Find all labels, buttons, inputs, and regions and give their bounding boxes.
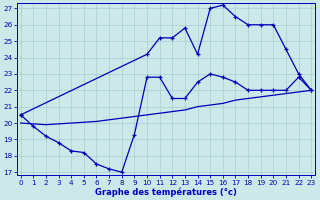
X-axis label: Graphe des températures (°c): Graphe des températures (°c) (95, 187, 237, 197)
